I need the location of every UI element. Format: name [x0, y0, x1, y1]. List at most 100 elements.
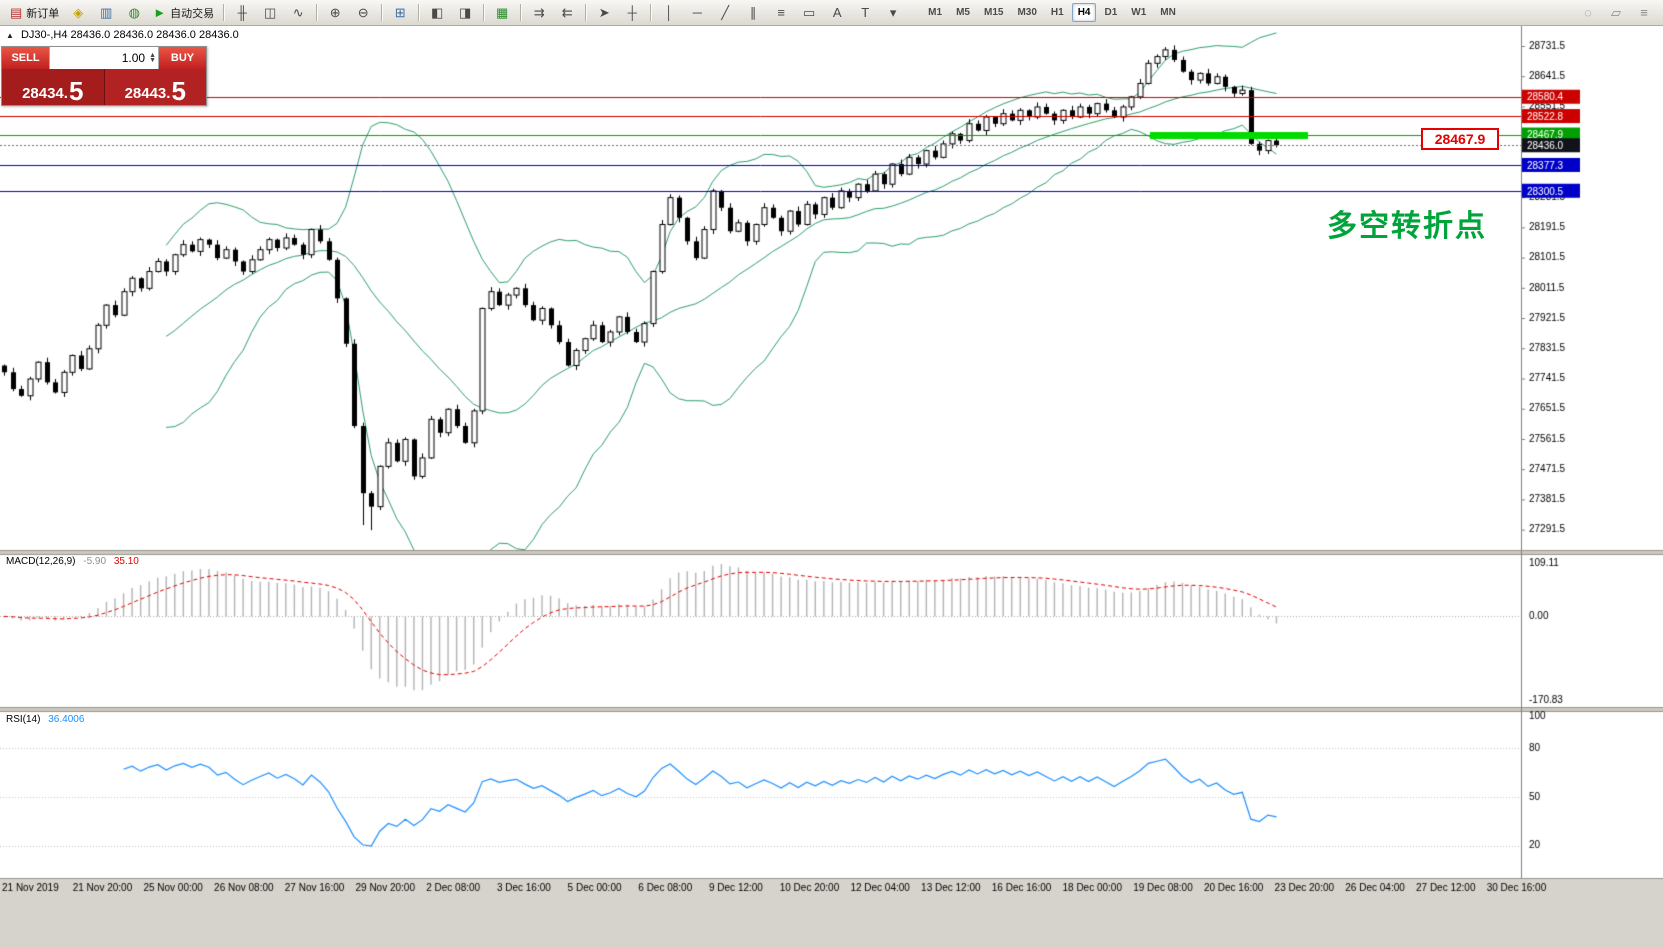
- zoom-in-button[interactable]: ⊕: [322, 2, 348, 24]
- macd-main-value: -5.90: [83, 556, 107, 567]
- timeframe-m5-button[interactable]: M5: [956, 7, 970, 18]
- timeframe-d1-button[interactable]: D1: [1104, 7, 1118, 18]
- new-order-button[interactable]: ▤ 新订单: [6, 2, 63, 24]
- equidistant-channel-button[interactable]: ∥: [740, 2, 766, 24]
- new-chart-button[interactable]: ▦: [489, 2, 515, 24]
- ohlc-values: 28436.0 28436.0 28436.0 28436.0: [70, 29, 239, 41]
- one-click-trading-panel: SELL 1.00 ▲ ▼ BUY 28434. 5 28443. 5: [1, 46, 207, 106]
- zoom-out-button[interactable]: ⊖: [350, 2, 376, 24]
- charts-icon: ◈: [73, 5, 84, 20]
- toolbar-separator: [585, 4, 587, 21]
- rsi-value: 36.4006: [48, 714, 85, 725]
- toolbar-separator: [223, 4, 225, 21]
- volume-spinner[interactable]: ▲ ▼: [149, 52, 156, 64]
- timeframe-m1-button[interactable]: M1: [928, 7, 943, 18]
- sell-price[interactable]: 28434. 5: [2, 69, 105, 105]
- spin-down-icon[interactable]: ▼: [149, 57, 156, 64]
- more-button[interactable]: ≡: [1631, 2, 1657, 24]
- shapes-button[interactable]: ▭: [796, 2, 822, 24]
- sell-price-main: 28434.: [22, 84, 68, 102]
- timeframe-mn-button[interactable]: MN: [1160, 7, 1176, 18]
- profiles-icon: ▥: [100, 5, 113, 20]
- bar-chart-button[interactable]: ╫: [229, 2, 255, 24]
- price-chart-canvas[interactable]: [0, 26, 1663, 948]
- macd-name: MACD(12,26,9): [6, 556, 76, 567]
- sell-button[interactable]: SELL: [2, 47, 49, 69]
- trade-panel-controls: SELL 1.00 ▲ ▼ BUY: [2, 47, 206, 69]
- chart-shift-icon: ⇇: [561, 5, 573, 20]
- vertical-line-icon: │: [665, 5, 674, 20]
- toolbar: ▤ 新订单 ◈ ▥ ◍ ► 自动交易 ╫ ◫ ∿ ⊕ ⊖ ⊞ ◧ ◨ ▦ ⇉ ⇇ ➤ ┼ │ ─ ╱ ∥ ≡ ▭ A T ▾ M1 M5 M…: [0, 0, 1663, 26]
- auto-trading-icon: ►: [153, 5, 167, 20]
- collapse-panel-icon[interactable]: ▲: [6, 31, 14, 40]
- new-order-icon: ▤: [10, 5, 23, 20]
- candlestick-chart-button[interactable]: ◫: [257, 2, 283, 24]
- arrange-horizontal-button[interactable]: ◨: [452, 2, 478, 24]
- profiles-button[interactable]: ▥: [93, 2, 119, 24]
- buy-button[interactable]: BUY: [159, 47, 206, 69]
- volume-field[interactable]: 1.00 ▲ ▼: [49, 47, 159, 69]
- auto-trading-button[interactable]: ► 自动交易: [149, 2, 218, 24]
- trade-panel-prices: 28434. 5 28443. 5: [2, 69, 206, 105]
- timeframe-h4-button[interactable]: H4: [1071, 3, 1097, 22]
- shapes-icon: ▭: [803, 5, 816, 20]
- spin-up-icon[interactable]: ▲: [149, 52, 156, 59]
- toolbar-buttons: ▤ 新订单 ◈ ▥ ◍ ► 自动交易 ╫ ◫ ∿ ⊕ ⊖ ⊞ ◧ ◨ ▦ ⇉ ⇇ ➤ ┼ │ ─ ╱ ∥ ≡ ▭ A T ▾: [5, 0, 907, 25]
- fibonacci-icon: ≡: [777, 5, 785, 20]
- toolbar-separator: [418, 4, 420, 21]
- search-button[interactable]: ◌: [1575, 2, 1601, 24]
- symbol-period: DJ30-,H4: [20, 29, 68, 41]
- cursor-icon: ➤: [598, 5, 610, 20]
- buy-price[interactable]: 28443. 5: [104, 69, 206, 105]
- zoom-out-icon: ⊖: [357, 5, 369, 20]
- rsi-indicator-label: RSI(14) 36.4006: [6, 714, 89, 725]
- new-chart-icon: ▦: [496, 5, 509, 20]
- bar-chart-icon: ╫: [237, 5, 247, 20]
- cursor-button[interactable]: ➤: [591, 2, 617, 24]
- crosshair-button[interactable]: ┼: [619, 2, 645, 24]
- auto-scroll-icon: ⇉: [533, 5, 545, 20]
- toolbar-separator: [381, 4, 383, 21]
- tile-windows-button[interactable]: ⊞: [387, 2, 413, 24]
- timeframe-w1-button[interactable]: W1: [1131, 7, 1147, 18]
- trendline-icon: ╱: [721, 5, 730, 20]
- toolbar-separator: [316, 4, 318, 21]
- text-label-button[interactable]: T: [852, 2, 878, 24]
- timeframe-h1-button[interactable]: H1: [1050, 7, 1064, 18]
- volume-value: 1.00: [121, 51, 146, 65]
- timeframe-m15-button[interactable]: M15: [983, 7, 1004, 18]
- price-callout-label[interactable]: 28467.9: [1421, 128, 1499, 150]
- horizontal-line-button[interactable]: ─: [684, 2, 710, 24]
- edit-icon: ▱: [1611, 5, 1621, 20]
- vertical-line-button[interactable]: │: [656, 2, 682, 24]
- arrange-vertical-button[interactable]: ◧: [424, 2, 450, 24]
- arrow-tools-icon: ▾: [889, 5, 897, 20]
- text-button[interactable]: A: [824, 2, 850, 24]
- edit-button[interactable]: ▱: [1603, 2, 1629, 24]
- market-watch-icon: ◍: [128, 5, 140, 20]
- arrow-tools-button[interactable]: ▾: [880, 2, 906, 24]
- toolbar-right: ◌ ▱ ≡: [1574, 0, 1658, 25]
- toolbar-separator: [650, 4, 652, 21]
- arrange-vertical-icon: ◧: [431, 5, 444, 20]
- timeframe-group: M1 M5 M15 M30 H1 H4 D1 W1 MN: [921, 0, 1183, 25]
- macd-signal-value: 35.10: [113, 556, 139, 567]
- chart-shift-button[interactable]: ⇇: [554, 2, 580, 24]
- text-label-icon: T: [861, 5, 870, 20]
- fibonacci-button[interactable]: ≡: [768, 2, 794, 24]
- line-chart-icon: ∿: [292, 5, 304, 20]
- horizontal-line-icon: ─: [692, 5, 702, 20]
- trendline-button[interactable]: ╱: [712, 2, 738, 24]
- line-chart-button[interactable]: ∿: [285, 2, 311, 24]
- new-order-label: 新订单: [26, 7, 60, 20]
- timeframe-m30-button[interactable]: M30: [1017, 7, 1037, 18]
- crosshair-icon: ┼: [627, 5, 637, 20]
- market-watch-button[interactable]: ◍: [121, 2, 147, 24]
- charts-button[interactable]: ◈: [65, 2, 91, 24]
- auto-scroll-button[interactable]: ⇉: [526, 2, 552, 24]
- tile-windows-icon: ⊞: [394, 5, 406, 20]
- buy-price-main: 28443.: [124, 84, 171, 102]
- symbol-ohlc-info: ▲ DJ30-,H4 28436.0 28436.0 28436.0 28436…: [6, 29, 239, 41]
- toolbar-separator: [520, 4, 522, 21]
